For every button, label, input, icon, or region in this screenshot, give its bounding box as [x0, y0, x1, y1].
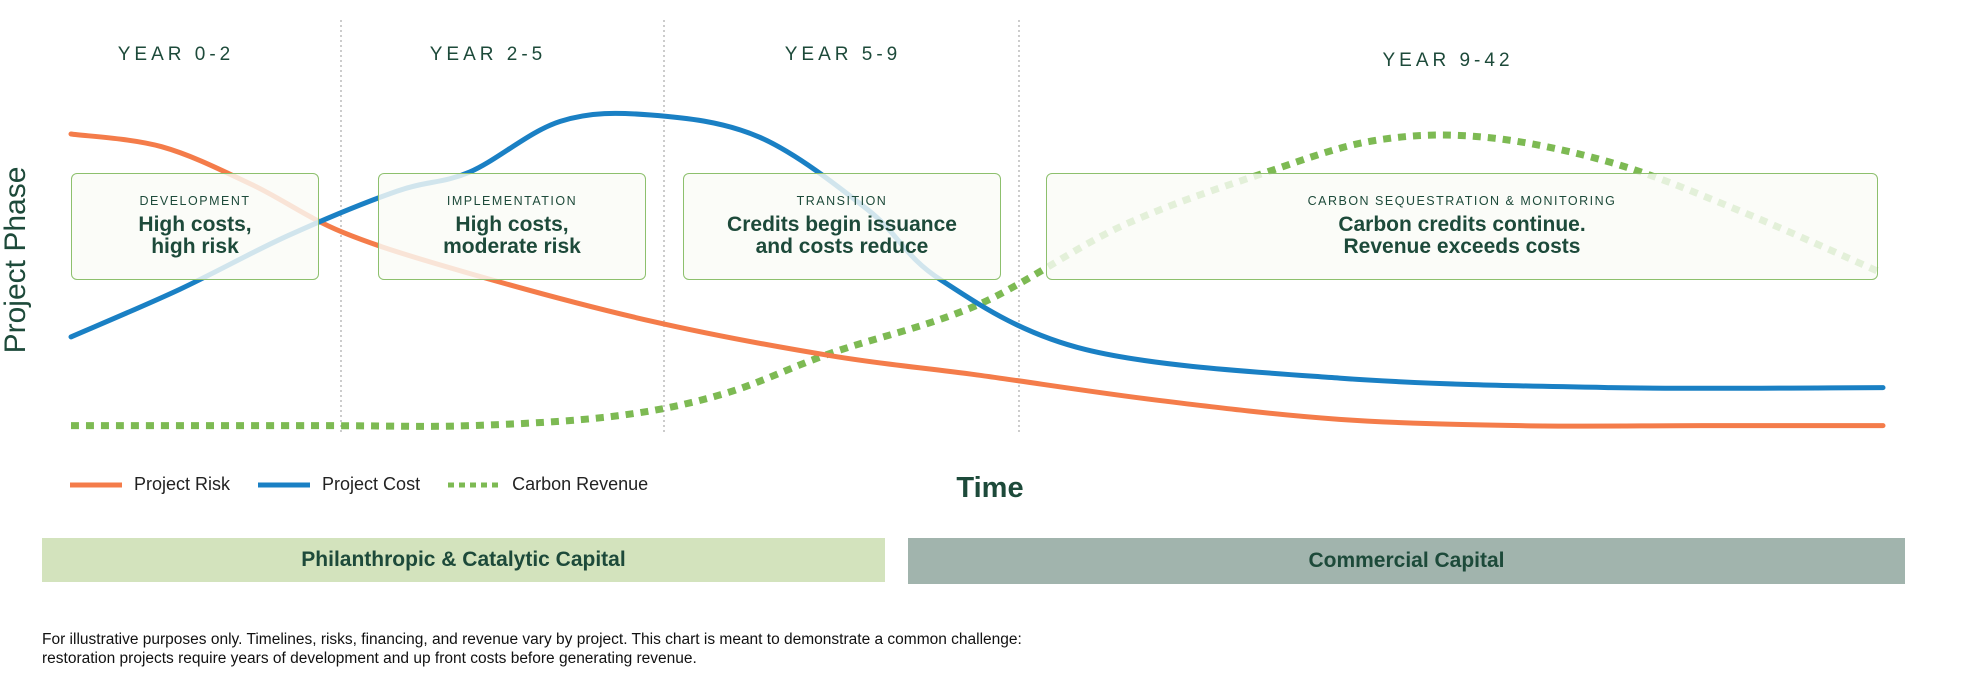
series-line-carbon-revenue	[71, 131, 1885, 430]
legend-label: Carbon Revenue	[512, 474, 649, 494]
capital-band-philanthropic: Philanthropic & Catalytic Capital	[42, 538, 885, 582]
phase-box-sequestration: CARBON SEQUESTRATION & MONITORING Carbon…	[1046, 173, 1878, 280]
y-axis-label: Project Phase	[0, 166, 32, 354]
footnote: For illustrative purposes only. Timeline…	[42, 631, 1022, 667]
capital-band-label: Philanthropic & Catalytic Capital	[301, 548, 626, 571]
phase-description: Carbon credits continue. Revenue exceeds…	[1338, 213, 1586, 258]
legend-swatch	[70, 482, 122, 487]
phase-description: High costs, moderate risk	[443, 213, 581, 258]
phase-description: High costs, high risk	[138, 213, 252, 258]
legend-item-cost: Project Cost	[258, 474, 420, 495]
x-axis-label: Time	[956, 472, 1024, 504]
legend-swatch	[448, 482, 501, 487]
chart-legend: Project Risk Project Cost Carbon Revenue	[70, 474, 676, 495]
capital-band-commercial: Commercial Capital	[908, 538, 1905, 584]
legend-item-risk: Project Risk	[70, 474, 230, 495]
legend-label: Project Cost	[322, 474, 421, 494]
phase-tag: IMPLEMENTATION	[446, 194, 578, 208]
legend-label: Project Risk	[134, 474, 231, 494]
phase-tag: CARBON SEQUESTRATION & MONITORING	[1307, 194, 1617, 208]
phase-tag: DEVELOPMENT	[139, 194, 251, 208]
phase-range-label: YEAR 0-2	[117, 44, 235, 65]
phase-box-development: DEVELOPMENT High costs, high risk	[71, 173, 319, 280]
capital-band-label: Commercial Capital	[1308, 549, 1505, 572]
legend-item-revenue: Carbon Revenue	[448, 474, 648, 495]
phase-range-label: YEAR 9-42	[1382, 50, 1514, 71]
phase-box-transition: TRANSITION Credits begin issuance and co…	[683, 173, 1001, 280]
legend-swatch	[258, 482, 311, 487]
phase-range-label: YEAR 5-9	[784, 44, 902, 65]
phase-range-label: YEAR 2-5	[429, 44, 547, 65]
phase-tag: TRANSITION	[796, 194, 888, 208]
series-line-project-cost	[68, 110, 1886, 391]
phase-box-implementation: IMPLEMENTATION High costs, moderate risk	[378, 173, 646, 280]
phase-description: Credits begin issuance and costs reduce	[727, 213, 957, 258]
